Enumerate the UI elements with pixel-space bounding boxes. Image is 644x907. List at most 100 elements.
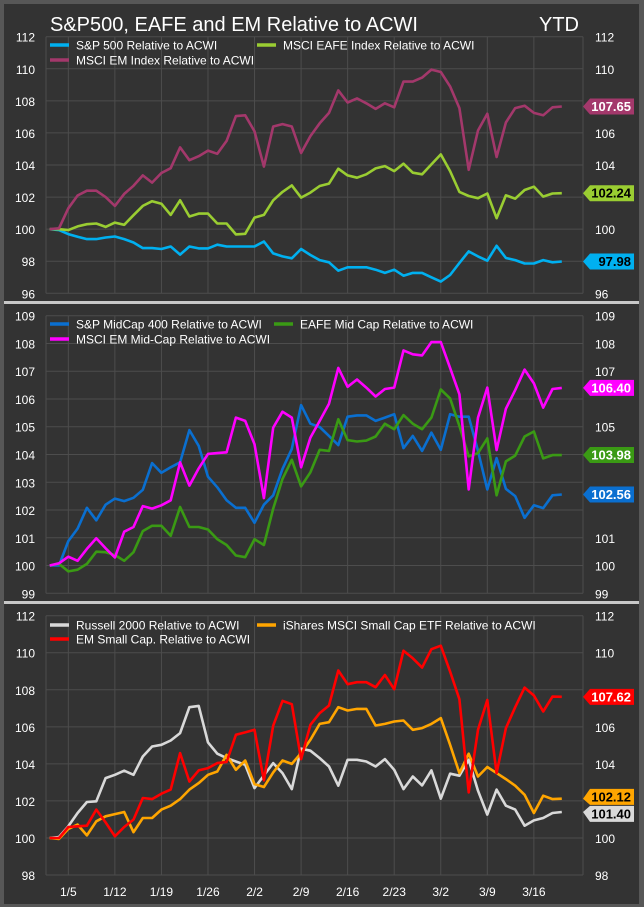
series-line (49, 153, 562, 236)
y-tick-label-right: 105 (595, 421, 615, 435)
value-badge (583, 98, 634, 115)
value-badge (583, 379, 634, 396)
y-tick-label-left: 100 (15, 832, 35, 846)
legend-label: EAFE Mid Cap Relative to ACWI (300, 318, 473, 332)
value-badge-label: 106.40 (591, 380, 631, 395)
y-tick-label-left: 108 (15, 95, 35, 109)
y-tick-label-right: 96 (595, 287, 609, 301)
x-tick-label: 1/12 (103, 885, 127, 899)
y-tick-label-right: 110 (595, 647, 614, 661)
value-badge-label: 103.98 (591, 448, 631, 463)
x-tick-label: 3/2 (432, 885, 449, 899)
y-tick-label-left: 108 (15, 337, 35, 351)
y-tick-label-right: 107 (595, 365, 615, 379)
x-tick-label: 2/23 (383, 885, 407, 899)
legend-label: MSCI EM Index Relative to ACWI (76, 54, 254, 68)
y-tick-label-left: 102 (15, 795, 35, 809)
x-tick-label: 1/19 (150, 885, 174, 899)
legend-label: MSCI EM Mid-Cap Relative to ACWI (76, 333, 270, 347)
y-tick-label-left: 106 (15, 721, 35, 735)
value-badge (583, 486, 634, 503)
legend-label: Russell 2000 Relative to ACWI (76, 619, 239, 633)
value-badge-label: 101.40 (591, 806, 631, 821)
y-tick-label-left: 104 (15, 449, 35, 463)
y-tick-label-left: 106 (15, 127, 35, 141)
legend-label: EM Small Cap. Relative to ACWI (76, 633, 250, 647)
value-badge (583, 447, 634, 464)
y-tick-label-left: 106 (15, 393, 35, 407)
y-tick-label-right: 100 (595, 560, 615, 574)
x-tick-label: 3/16 (522, 885, 546, 899)
y-tick-label-left: 96 (22, 287, 36, 301)
y-tick-label-right: 112 (595, 31, 614, 45)
y-tick-label-left: 109 (15, 310, 35, 324)
x-tick-label: 2/2 (246, 885, 263, 899)
y-tick-label-right: 108 (595, 337, 615, 351)
y-tick-label-right: 110 (595, 63, 614, 77)
value-badge-label: 97.98 (598, 254, 631, 269)
y-tick-label-left: 102 (15, 504, 35, 518)
y-tick-label-left: 101 (15, 532, 35, 546)
x-tick-label: 2/16 (336, 885, 360, 899)
y-tick-label-right: 104 (595, 159, 615, 173)
value-badge-label: 102.12 (591, 789, 631, 804)
series-line (49, 403, 562, 567)
value-badge (583, 788, 634, 805)
chart-title: S&P500, EAFE and EM Relative to ACWI (50, 14, 418, 36)
y-tick-label-left: 99 (22, 587, 36, 601)
series-line (49, 704, 562, 840)
x-tick-label: 1/26 (196, 885, 220, 899)
value-badge (583, 185, 634, 202)
series-line (49, 388, 562, 573)
panel-divider (4, 601, 639, 604)
x-tick-label: 3/9 (479, 885, 496, 899)
y-tick-label-left: 103 (15, 476, 35, 490)
legend-label: iShares MSCI Small Cap ETF Relative to A… (283, 619, 536, 633)
value-badge (583, 253, 634, 270)
y-tick-label-left: 110 (16, 647, 35, 661)
y-tick-label-left: 104 (15, 159, 35, 173)
y-tick-label-right: 100 (595, 832, 615, 846)
series-line (49, 340, 562, 567)
y-tick-label-left: 100 (15, 223, 35, 237)
y-tick-label-left: 112 (16, 610, 35, 624)
series-line (49, 68, 562, 231)
series-line (49, 644, 562, 840)
x-tick-label: 1/5 (60, 885, 77, 899)
y-tick-label-left: 100 (15, 560, 35, 574)
chart-panel-1: 96 96 98 100 100 102 104 104 106 106 108 110 110 112 1… (15, 31, 634, 301)
legend-label: MSCI EAFE Index Relative to ACWI (283, 39, 474, 53)
chart-panel-2: 99 99 100 100 101 101 102 103 104 105 105 106 107 107… (15, 310, 634, 601)
value-badge-label: 107.65 (591, 99, 631, 114)
y-tick-label-left: 107 (15, 365, 35, 379)
y-tick-label-left: 102 (15, 191, 35, 205)
value-badge-label: 107.62 (591, 689, 631, 704)
y-tick-label-right: 99 (595, 587, 609, 601)
y-tick-label-left: 112 (16, 31, 35, 45)
y-tick-label-left: 104 (15, 758, 35, 772)
y-tick-label-left: 108 (15, 684, 35, 698)
y-tick-label-left: 110 (16, 63, 35, 77)
x-tick-label: 2/9 (293, 885, 310, 899)
period-label: YTD (539, 14, 579, 36)
y-tick-label-right: 101 (595, 532, 615, 546)
chart-panel-3: 98 98 100 100 102 104 104 106 106 108 110 110 112 112… (15, 610, 634, 899)
legend-label: S&P 500 Relative to ACWI (76, 39, 217, 53)
panel-divider (4, 301, 639, 304)
y-tick-label-right: 104 (595, 758, 615, 772)
y-tick-label-right: 106 (595, 721, 615, 735)
y-tick-label-right: 98 (595, 869, 609, 883)
series-line (49, 227, 562, 283)
value-badge-label: 102.24 (591, 186, 632, 201)
y-tick-label-left: 105 (15, 421, 35, 435)
y-tick-label-right: 106 (595, 127, 615, 141)
y-tick-label-right: 100 (595, 223, 615, 237)
y-tick-label-right: 109 (595, 310, 615, 324)
value-badge (583, 688, 634, 705)
y-tick-label-left: 98 (22, 255, 36, 269)
value-badge-label: 102.56 (591, 487, 631, 502)
y-tick-label-right: 112 (595, 610, 614, 624)
legend-label: S&P MidCap 400 Relative to ACWI (76, 318, 262, 332)
value-badge (583, 805, 634, 822)
